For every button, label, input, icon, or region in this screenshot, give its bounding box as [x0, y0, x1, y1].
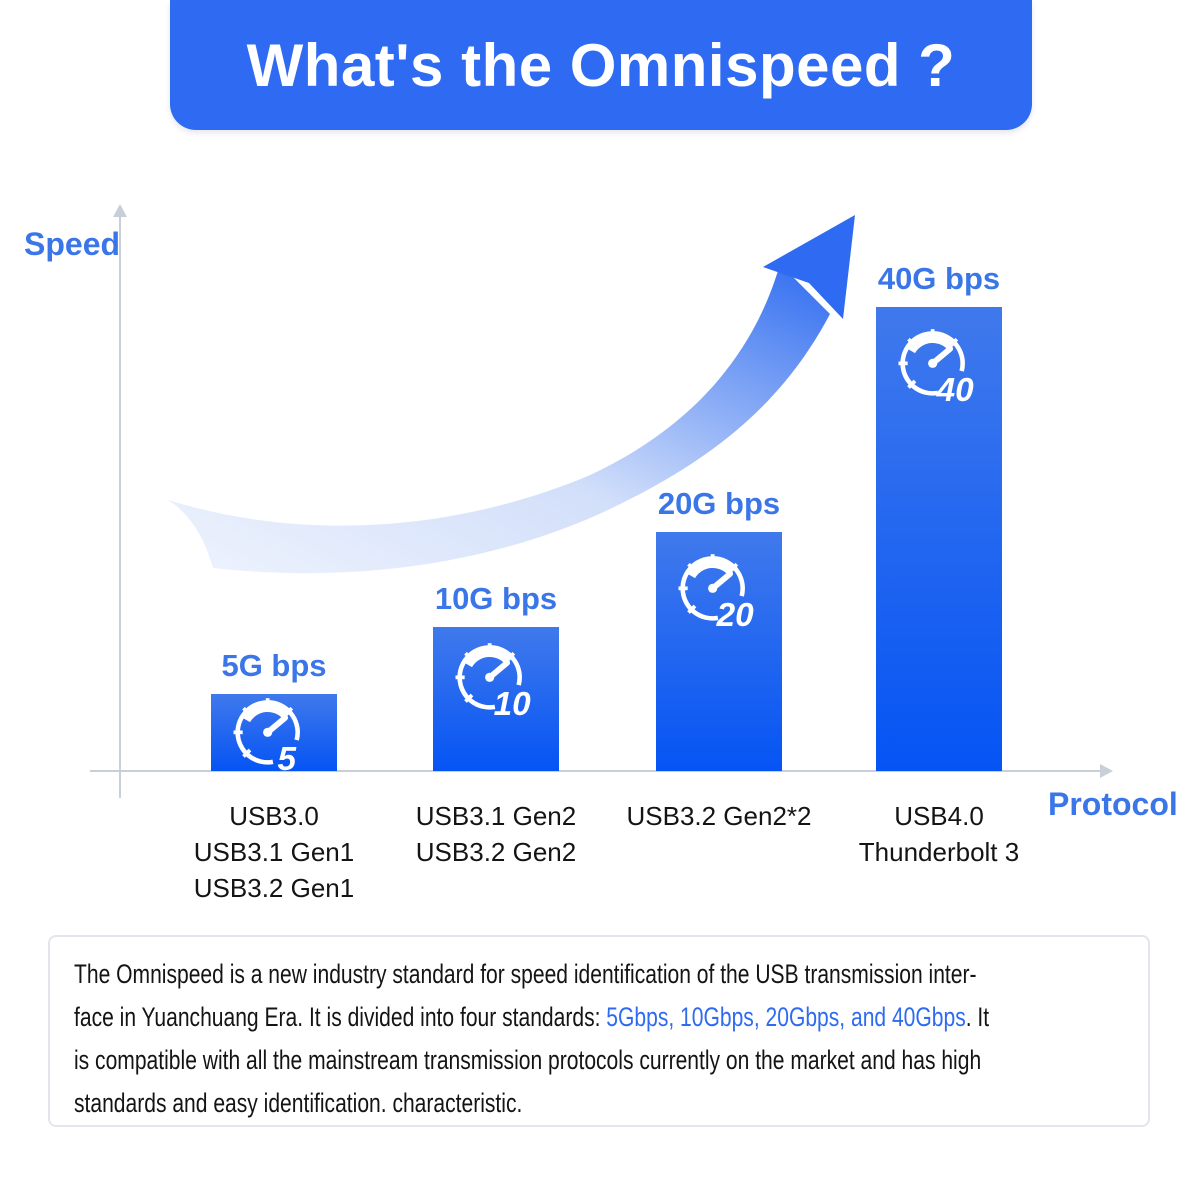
gauge-wrap: 10 — [453, 639, 540, 724]
description-segment: face in Yuanchuang Era. It is divided in… — [74, 1002, 607, 1032]
protocol-line: USB4.0 — [894, 801, 984, 831]
title-banner: What's the Omnispeed ? — [170, 0, 1032, 130]
protocol-line: USB3.2 Gen2*2 — [626, 801, 812, 831]
growth-arrow-icon — [168, 215, 855, 574]
protocol-line: USB3.0 — [229, 801, 319, 831]
speed-axis-label: Speed — [24, 226, 121, 262]
svg-text:40: 40 — [935, 372, 974, 405]
protocol-label: USB3.2 Gen2*2 — [589, 798, 849, 834]
speedometer-icon: 20 — [678, 554, 754, 634]
svg-text:5: 5 — [277, 741, 296, 774]
description-text: The Omnispeed is a new industry standard… — [74, 953, 1143, 1125]
bar-value-label: 40G bps — [877, 261, 1001, 296]
description-segment: . It — [965, 1002, 990, 1032]
protocol-line: USB3.1 Gen2 — [415, 801, 577, 831]
bar-5g-bps: 5 — [211, 694, 337, 778]
svg-text:20: 20 — [715, 597, 754, 630]
protocol-axis-label: Protocol — [1048, 786, 1178, 822]
description-segment: standards and easy identification. chara… — [74, 1088, 523, 1118]
page-title: What's the Omnispeed ? — [246, 31, 956, 99]
speed-standards-highlight: 5Gbps, 10Gbps, 20Gbps, and 40Gbps — [606, 1002, 966, 1032]
protocol-line: USB3.2 Gen2 — [415, 837, 577, 867]
description-box: The Omnispeed is a new industry standard… — [48, 935, 1150, 1127]
y-axis — [119, 216, 121, 798]
x-axis-arrow-icon — [1100, 764, 1113, 778]
svg-text:10: 10 — [493, 686, 531, 719]
bar-value-label: 5G bps — [221, 648, 327, 683]
description-segment: The Omnispeed is a new industry standard… — [74, 959, 977, 989]
y-axis-arrow-icon — [113, 204, 127, 217]
speedometer-icon: 40 — [898, 329, 974, 409]
description-segment: is compatible with all the mainstream tr… — [74, 1045, 982, 1075]
speedometer-icon: 5 — [233, 698, 300, 778]
protocol-line: Thunderbolt 3 — [858, 837, 1020, 867]
gauge-wrap: 40 — [896, 325, 983, 410]
speedometer-icon: 10 — [455, 643, 531, 723]
description-line: The Omnispeed is a new industry standard… — [74, 953, 1143, 996]
x-axis — [90, 770, 1102, 772]
protocol-label: USB4.0 Thunderbolt 3 — [809, 798, 1069, 870]
protocol-line: USB3.1 Gen1 — [193, 837, 355, 867]
bar-value-label: 20G bps — [657, 486, 781, 521]
bar-40g-bps: 40 — [876, 307, 1002, 771]
bar-20g-bps: 20 — [656, 532, 782, 771]
protocol-label: USB3.0 USB3.1 Gen1 USB3.2 Gen1 — [144, 798, 404, 906]
protocol-label: USB3.1 Gen2 USB3.2 Gen2 — [366, 798, 626, 870]
gauge-wrap: 20 — [676, 550, 763, 635]
protocol-line: USB3.2 Gen1 — [193, 873, 355, 903]
bar-value-label: 10G bps — [434, 581, 558, 616]
bar-10g-bps: 10 — [433, 627, 559, 771]
description-line: face in Yuanchuang Era. It is divided in… — [74, 996, 1143, 1039]
gauge-wrap: 5 — [231, 694, 318, 779]
description-line: standards and easy identification. chara… — [74, 1082, 1143, 1125]
description-line: is compatible with all the mainstream tr… — [74, 1039, 1143, 1082]
